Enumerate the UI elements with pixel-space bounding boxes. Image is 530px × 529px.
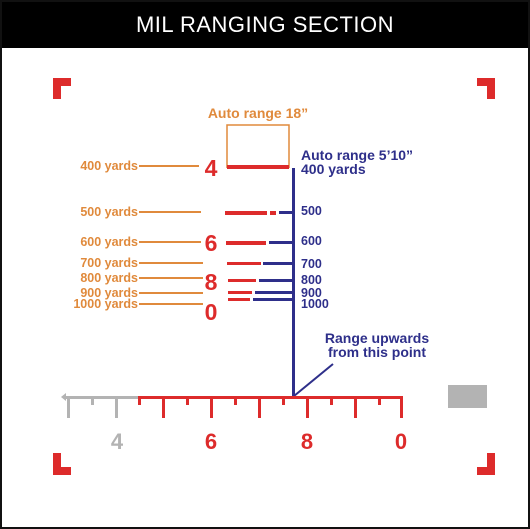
auto-range-18-label: Auto range 18” bbox=[208, 105, 308, 121]
range-value-1000: 1000 bbox=[301, 297, 329, 311]
reticle-bar-700 bbox=[227, 262, 261, 265]
scale-gray-tick-3 bbox=[115, 396, 118, 418]
yard-label-900: 900 yards bbox=[80, 286, 138, 300]
scale-gray-square bbox=[448, 385, 487, 408]
range-bar-900 bbox=[255, 291, 294, 294]
yard-label-700: 700 yards bbox=[80, 256, 138, 270]
yard-label-400: 400 yards bbox=[80, 159, 138, 173]
vertical-stadia-line bbox=[292, 168, 295, 396]
range-value-600: 600 bbox=[301, 234, 322, 248]
reticle-bar-800 bbox=[228, 279, 256, 282]
scale-gray-tick-1 bbox=[67, 396, 70, 418]
reticle-bar-900 bbox=[228, 291, 252, 294]
reticle-bar-1000 bbox=[228, 298, 250, 301]
scale-red-tick-4 bbox=[210, 396, 213, 418]
range-bar-500 bbox=[279, 211, 294, 214]
range-upwards-from-point-label: from this point bbox=[328, 344, 426, 360]
scale-gray-section bbox=[61, 385, 487, 418]
yard-leader-lines bbox=[139, 165, 203, 305]
reticle-bar-600 bbox=[226, 241, 266, 245]
reticle-number-8: 8 bbox=[205, 269, 218, 295]
range-upwards-label: Range upwards bbox=[325, 330, 429, 346]
scale-number-4: 4 bbox=[111, 429, 124, 454]
scale-red-tick-9 bbox=[330, 396, 333, 405]
range-upwards-pointer bbox=[293, 363, 334, 397]
corner-bracket-bottom-right bbox=[477, 453, 495, 475]
auto-range-18-bracket bbox=[226, 124, 290, 168]
scale-red-tick-1 bbox=[138, 396, 141, 405]
scale-red-tick-10 bbox=[354, 396, 357, 418]
reticle-bars bbox=[225, 165, 289, 301]
scale-red-tick-8 bbox=[306, 396, 309, 418]
scale-red-tick-3 bbox=[186, 396, 189, 405]
scale-red-tick-12 bbox=[400, 396, 403, 418]
range-value-500: 500 bbox=[301, 204, 322, 218]
section-title: MIL RANGING SECTION bbox=[2, 2, 528, 48]
scale-number-6: 6 bbox=[205, 429, 217, 454]
corner-brackets bbox=[53, 78, 495, 475]
range-bars bbox=[253, 211, 294, 301]
yard-label-1000: 1000 yards bbox=[73, 297, 138, 311]
corner-bracket-top-right bbox=[477, 78, 495, 99]
yard-label-500: 500 yards bbox=[80, 205, 138, 219]
auto-range-5-10-label: Auto range 5’10” bbox=[301, 147, 413, 163]
reticle-bar-500-a bbox=[225, 211, 267, 215]
scale-gray-tick-2 bbox=[91, 396, 94, 405]
range-bar-1000 bbox=[253, 298, 294, 301]
yard-label-800: 800 yards bbox=[80, 271, 138, 285]
reticle-number-0: 0 bbox=[205, 299, 218, 325]
scale-number-0: 0 bbox=[395, 429, 407, 454]
auto-range-400-yards-label: 400 yards bbox=[301, 161, 366, 177]
scale-red-tick-6 bbox=[258, 396, 261, 418]
yard-label-600: 600 yards bbox=[80, 235, 138, 249]
reticle-bar-400 bbox=[227, 165, 289, 169]
corner-bracket-top-left bbox=[53, 78, 71, 99]
scale-red-section bbox=[138, 396, 403, 418]
range-bar-600 bbox=[269, 241, 294, 244]
range-value-800: 800 bbox=[301, 273, 322, 287]
corner-bracket-bottom-left bbox=[53, 453, 71, 475]
range-bar-800 bbox=[259, 279, 294, 282]
range-bar-700 bbox=[263, 262, 294, 265]
range-value-700: 700 bbox=[301, 257, 322, 271]
reticle-number-6: 6 bbox=[205, 230, 218, 256]
scale-red-tick-11 bbox=[378, 396, 381, 405]
reticle-bar-500-b bbox=[270, 211, 276, 215]
scale-red-baseline bbox=[138, 396, 403, 399]
scale-gray-arrow-tip bbox=[61, 393, 66, 401]
scale-red-tick-5 bbox=[234, 396, 237, 405]
scale-red-tick-7 bbox=[282, 396, 285, 405]
range-value-900: 900 bbox=[301, 286, 322, 300]
scale-number-8: 8 bbox=[301, 429, 313, 454]
reticle-number-4: 4 bbox=[205, 155, 218, 181]
scale-red-tick-2 bbox=[162, 396, 165, 418]
scale-gray-baseline bbox=[64, 396, 140, 399]
